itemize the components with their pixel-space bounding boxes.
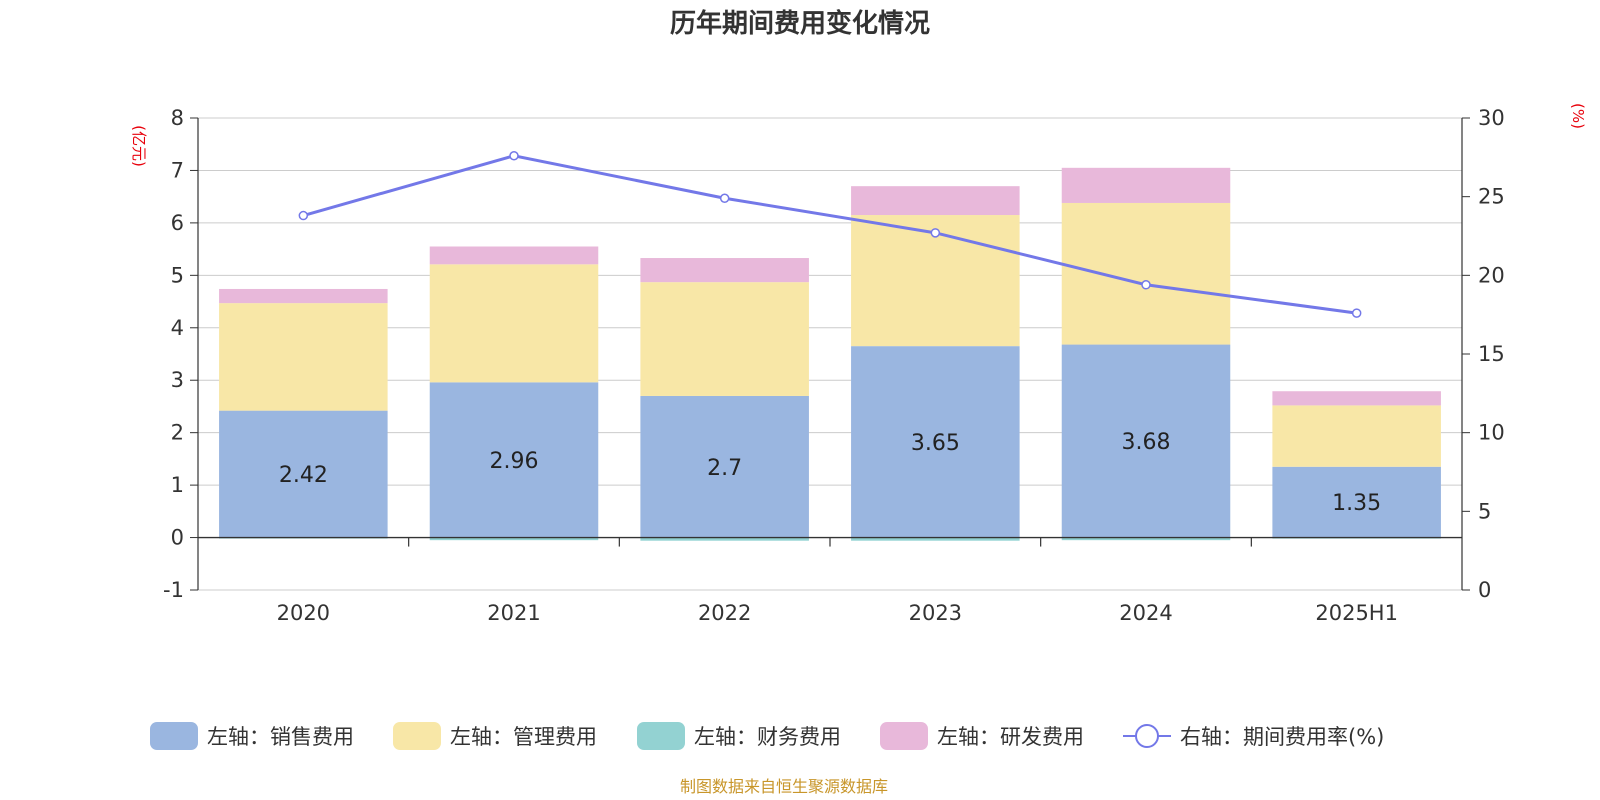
- rate-point: [1351, 308, 1362, 318]
- right-tick-label: 5: [1478, 499, 1491, 523]
- x-tick-label: 2023: [909, 601, 962, 625]
- legend-label: 左轴：销售费用: [207, 725, 354, 749]
- bar-segment: [640, 258, 809, 283]
- rate-point: [509, 151, 519, 161]
- left-tick-label: 0: [171, 526, 184, 550]
- x-tick-label: 2022: [698, 601, 751, 625]
- legend-label: 右轴：期间费用率(%): [1180, 725, 1384, 749]
- left-tick-label: 2: [171, 421, 184, 445]
- bar-segment: [219, 410, 388, 538]
- bar-segment: [640, 537, 809, 541]
- chart-title: 历年期间费用变化情况: [670, 8, 930, 39]
- bar-value-label: 3.65: [911, 431, 960, 456]
- bar-segment: [1272, 466, 1441, 538]
- bar-segment: [429, 246, 599, 265]
- left-tick-label: 8: [171, 106, 184, 130]
- left-tick-label: 4: [171, 316, 184, 340]
- bar-segment: [1272, 405, 1441, 467]
- bar-value-label: 2.96: [490, 449, 539, 474]
- legend: 左轴：销售费用 左轴：管理费用 左轴：财务费用 左轴：研发费用 右轴：期间费用率(%): [150, 722, 1384, 750]
- left-tick-label: 5: [171, 263, 184, 287]
- bar-segment: [1272, 391, 1441, 406]
- bar-segment: [429, 537, 599, 541]
- bar-segment: [1061, 537, 1231, 541]
- legend-swatch: [393, 722, 441, 750]
- rate-line: [302, 154, 1357, 315]
- right-axis-unit: (%): [1569, 103, 1587, 129]
- left-tick-label: 1: [171, 473, 184, 497]
- rate-point: [719, 193, 730, 203]
- x-tick-label: 2024: [1119, 601, 1172, 625]
- bar-segment: [851, 346, 1020, 538]
- left-tick-label: 3: [171, 368, 184, 392]
- bar-segment: [1061, 202, 1231, 345]
- legend-label: 左轴：研发费用: [937, 725, 1084, 749]
- legend-swatch: [637, 722, 685, 750]
- bar-value-label: 2.7: [707, 456, 742, 481]
- right-tick-label: 15: [1478, 342, 1505, 366]
- x-tick-label: 2020: [277, 601, 330, 625]
- line-series: [298, 151, 1362, 318]
- x-tick-label: 2025H1: [1315, 601, 1398, 625]
- bar-segment: [640, 395, 809, 538]
- legend-marker-icon: [1135, 724, 1159, 748]
- bar-value-label: 2.42: [279, 463, 328, 488]
- bar-segment: [1061, 167, 1231, 203]
- legend-label: 左轴：管理费用: [450, 725, 597, 749]
- bar-segment: [219, 303, 388, 411]
- bar-value-label: 1.35: [1332, 491, 1381, 516]
- right-tick-label: 20: [1478, 263, 1505, 287]
- bar-series: [219, 167, 1441, 541]
- x-tick-label: 2021: [487, 601, 540, 625]
- bar-segment: [429, 382, 599, 538]
- bar-segment: [429, 264, 599, 383]
- left-tick-label: -1: [163, 578, 184, 602]
- bar-segment: [851, 537, 1020, 541]
- right-tick-label: 10: [1478, 421, 1505, 445]
- left-tick-label: 6: [171, 211, 184, 235]
- rate-point: [930, 228, 941, 238]
- source-note: 制图数据来自恒生聚源数据库: [680, 777, 888, 796]
- rate-point: [298, 210, 309, 221]
- legend-swatch: [880, 722, 928, 750]
- bar-data-labels: 2.42 2.96 2.7 3.65 3.68 1.35: [279, 430, 1381, 516]
- right-tick-label: 25: [1478, 185, 1505, 209]
- bar-segment: [219, 288, 388, 304]
- bar-value-label: 3.68: [1122, 430, 1171, 455]
- bar-segment: [1061, 344, 1231, 538]
- left-tick-label: 7: [171, 158, 184, 182]
- legend-label: 左轴：财务费用: [694, 725, 841, 749]
- rate-point: [1141, 280, 1151, 290]
- bar-segment: [851, 186, 1020, 216]
- right-tick-label: 30: [1478, 106, 1505, 130]
- bar-segment: [640, 282, 809, 396]
- left-axis-unit: (亿元): [130, 125, 148, 167]
- right-tick-label: 0: [1478, 578, 1491, 602]
- axes: -1 0 1 2 3 4 5 6 7 8 0 5 10 15 20 25 30 2020 2021 2022 2023 2…: [163, 106, 1505, 625]
- legend-swatch: [150, 722, 198, 750]
